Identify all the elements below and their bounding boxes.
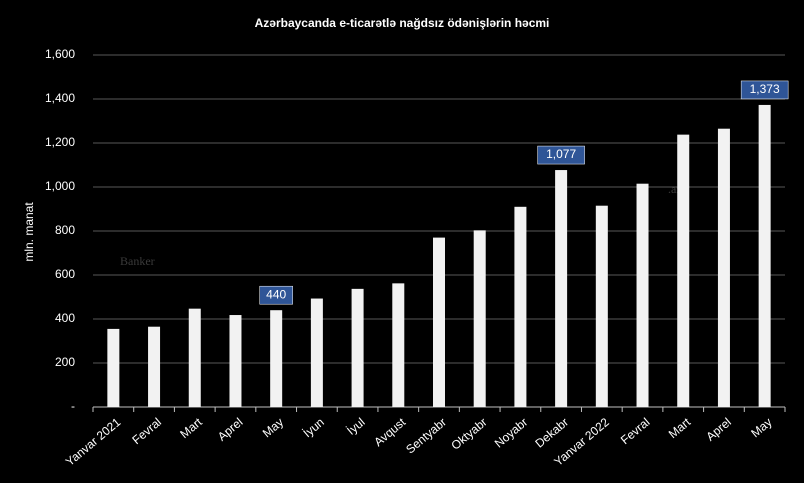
data-label: 1,373 [750,82,780,96]
y-tick-label: 600 [55,267,75,281]
bar [188,308,201,407]
data-label-box [259,285,293,305]
y-tick-label: 1,000 [45,179,75,193]
bar [107,328,120,407]
y-axis-label: mln. manat [22,202,36,262]
bar [270,310,283,407]
y-tick-label: 1,400 [45,91,75,105]
watermark: Banker [120,254,155,268]
bar [758,104,771,407]
bar [677,134,690,407]
bar [636,183,649,407]
chart-title: Azərbaycanda e-ticarətlə nağdsız ödənişl… [255,16,550,30]
y-tick-label: 400 [55,311,75,325]
bar [555,170,568,407]
bar [392,283,405,407]
bar [310,298,323,407]
data-label: 440 [266,287,286,301]
bar [148,326,161,407]
y-tick-label: - [71,399,75,413]
bar [433,237,445,407]
y-tick-label: 800 [55,223,75,237]
y-tick-label: 1,200 [45,135,75,149]
bar [351,288,364,407]
bar [229,315,242,407]
bar [514,206,527,407]
y-tick-label: 200 [55,355,75,369]
data-label-box [740,80,789,100]
bar [595,205,608,407]
bar [717,128,730,407]
data-label-box [537,145,585,165]
y-tick-label: 1,600 [45,47,75,61]
bar [473,230,486,407]
data-label: 1,077 [546,147,576,161]
